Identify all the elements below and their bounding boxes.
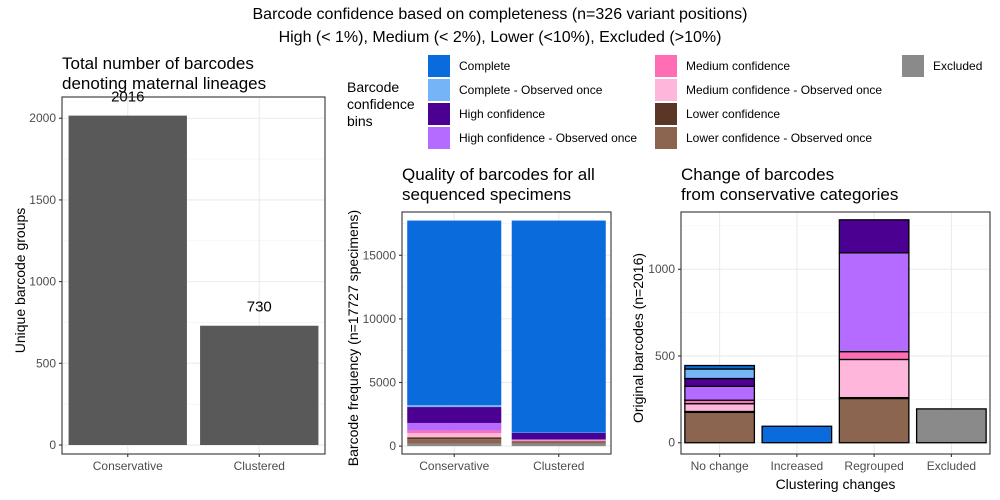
bar-segment <box>838 350 910 361</box>
x-tick-label: Conservative <box>419 459 489 473</box>
bars <box>407 220 606 447</box>
bar-segment <box>511 432 606 433</box>
bar-segment <box>511 443 606 447</box>
y-axis-title: Barcode frequency (n=17727 specimens) <box>345 210 361 466</box>
y-tick-label: 15000 <box>363 248 397 262</box>
bar-segment <box>684 364 756 370</box>
y-tick-label: 10000 <box>363 312 397 326</box>
bar-segment <box>407 220 502 406</box>
panel-title-line: Change of barcodes <box>681 165 834 184</box>
bar-segment <box>761 425 833 444</box>
bar-segment <box>407 430 502 434</box>
panel-title-line: denoting maternal lineages <box>62 74 266 93</box>
legend-swatch <box>428 127 450 149</box>
legend-swatch <box>655 103 677 125</box>
legend-label: Complete <box>459 59 511 73</box>
bar-segment <box>684 377 756 387</box>
bar-segment <box>838 358 910 399</box>
legend-swatch <box>655 127 677 149</box>
figure-title-line-1: Barcode confidence based on completeness… <box>253 6 748 23</box>
bar-segment <box>838 397 910 444</box>
panel-title-line: Quality of barcodes for all <box>402 165 595 184</box>
x-tick-label: Increased <box>771 459 824 473</box>
legend-swatch <box>428 103 450 125</box>
legend-label: Lower confidence <box>686 107 780 121</box>
bar-segment <box>511 439 606 441</box>
y-tick-label: 2000 <box>29 111 56 125</box>
panel-title-line: Total number of barcodes <box>62 54 254 73</box>
bar-segment <box>407 405 502 408</box>
legend-title-line: confidence <box>347 96 415 112</box>
bar-segment <box>407 407 502 423</box>
bar-segment <box>511 432 606 440</box>
legend-label: Lower confidence - Observed once <box>686 131 872 145</box>
y-tick-label: 0 <box>49 438 56 452</box>
y-axis-title: Original barcodes (n=2016) <box>630 253 646 423</box>
bars <box>684 219 987 444</box>
x-axis-title: Clustering changes <box>776 476 896 492</box>
legend-label: High confidence <box>459 107 545 121</box>
bar-conservative <box>68 115 187 446</box>
legend-label: Medium confidence <box>686 59 790 73</box>
y-axis-title: Unique barcode groups <box>12 208 28 354</box>
x-tick-label: Clustered <box>533 459 584 473</box>
y-tick-label: 500 <box>36 356 56 370</box>
legend-swatch <box>655 79 677 101</box>
bar-segment <box>684 403 756 413</box>
bar-segment <box>407 443 502 447</box>
bar-segment <box>684 368 756 380</box>
bar-segment <box>511 220 606 433</box>
y-tick-label: 0 <box>668 436 675 450</box>
bar-segment <box>511 440 606 441</box>
bar-segment <box>407 437 502 440</box>
bar-segment <box>838 252 910 353</box>
bar-segment <box>407 422 502 431</box>
panel-border <box>401 211 612 455</box>
y-tick-label: 500 <box>655 349 675 363</box>
figure-title-line-2: High (< 1%), Medium (< 2%), Lower (<10%)… <box>279 29 722 46</box>
y-tick-label: 1500 <box>29 193 56 207</box>
panel-border <box>61 96 326 455</box>
panel-title-line: from conservative categories <box>681 185 898 204</box>
y-tick-label: 5000 <box>369 375 396 389</box>
legend-swatch <box>902 55 924 77</box>
legend-title-line: Barcode <box>347 79 399 95</box>
x-tick-label: Excluded <box>927 459 976 473</box>
legend-swatch <box>428 55 450 77</box>
legend-label: Complete - Observed once <box>459 83 603 97</box>
x-tick-label: Regrouped <box>844 459 903 473</box>
x-tick-label: No change <box>691 459 749 473</box>
legend-title-line: bins <box>347 113 373 129</box>
y-tick-label: 1000 <box>648 262 675 276</box>
legend-label: Medium confidence - Observed once <box>686 83 882 97</box>
legend-swatch <box>655 55 677 77</box>
bar-segment <box>511 441 606 444</box>
bar-segment <box>684 385 756 401</box>
bar-segment <box>511 440 606 442</box>
y-tick-label: 1000 <box>29 275 56 289</box>
bar-value-label: 730 <box>247 299 272 316</box>
legend-label: High confidence - Observed once <box>459 131 637 145</box>
panel-title-line: sequenced specimens <box>402 185 571 204</box>
bar-clustered <box>200 325 319 446</box>
x-tick-label: Conservative <box>93 459 163 473</box>
bar-segment <box>407 433 502 438</box>
bar-segment <box>915 408 987 444</box>
y-tick-label: 0 <box>389 439 396 453</box>
bar-segment <box>511 441 606 442</box>
legend-swatch <box>428 79 450 101</box>
panel-border <box>680 211 991 455</box>
bar-segment <box>838 219 910 254</box>
bar-segment <box>684 411 756 444</box>
legend-label: Excluded <box>933 59 982 73</box>
x-tick-label: Clustered <box>234 459 285 473</box>
bar-segment <box>407 439 502 444</box>
bars <box>68 115 319 446</box>
